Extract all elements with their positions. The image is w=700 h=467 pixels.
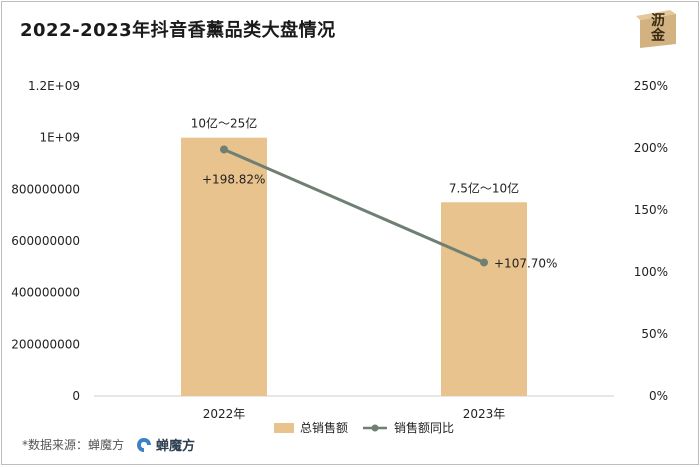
- line-point: [480, 258, 488, 267]
- legend-item-line: 销售额同比: [362, 419, 454, 436]
- chart-title: 2022-2023年抖音香薰品类大盘情况: [20, 20, 336, 41]
- left-tick-label: 1E+09: [39, 131, 80, 145]
- right-tick-label: 50%: [641, 327, 668, 341]
- brand-logo: 蝉魔方: [136, 435, 195, 454]
- logo-char-1: 沥: [651, 13, 665, 29]
- line-series: [223, 148, 485, 264]
- line-data-label: +198.82%: [202, 172, 265, 186]
- logo-badge: 沥 金: [636, 10, 680, 50]
- legend-swatch-bar: [274, 422, 294, 433]
- bar: [441, 202, 527, 396]
- right-tick-label: 200%: [634, 141, 668, 155]
- line-point: [220, 145, 228, 154]
- legend-swatch-line: [363, 424, 388, 431]
- bar: [181, 137, 267, 396]
- left-tick-label: 1.2E+09: [28, 79, 80, 93]
- legend-label-bar: 总销售额: [300, 421, 349, 435]
- right-tick-label: 250%: [634, 79, 668, 93]
- source-note: *数据来源：蝉魔方: [22, 438, 125, 452]
- logo-box-icon: [636, 10, 676, 48]
- left-tick-label: 800000000: [11, 182, 80, 196]
- left-tick-label: 600000000: [11, 234, 80, 248]
- legend-item-bar: 总销售额: [274, 419, 348, 436]
- left-tick-label: 0: [72, 389, 80, 403]
- line-data-label: +107.70%: [494, 256, 557, 270]
- legend: 总销售额 销售额同比: [274, 419, 468, 436]
- brand-name: 蝉魔方: [156, 439, 196, 454]
- logo-char-2: 金: [651, 28, 665, 44]
- x-tick-label: 2022年: [203, 407, 246, 421]
- logo-text: 沥 金: [636, 14, 680, 44]
- right-tick-label: 150%: [634, 203, 668, 217]
- brand-icon: [137, 437, 152, 452]
- right-tick-label: 100%: [634, 265, 668, 279]
- left-tick-label: 200000000: [11, 337, 80, 351]
- left-tick-label: 400000000: [11, 286, 80, 300]
- bar-data-label: 10亿～25亿: [191, 116, 258, 131]
- footer: *数据来源：蝉魔方 蝉魔方: [22, 435, 195, 454]
- bar-data-label: 7.5亿～10亿: [449, 180, 519, 195]
- right-tick-label: 0%: [649, 389, 668, 403]
- x-tick-label: 2023年: [463, 407, 506, 421]
- legend-label-line: 销售额同比: [394, 421, 455, 435]
